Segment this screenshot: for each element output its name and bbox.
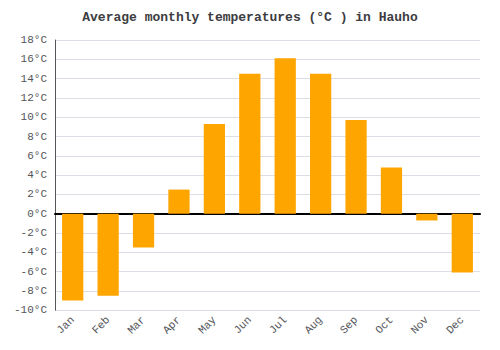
- svg-text:Apr: Apr: [161, 314, 183, 336]
- svg-text:May: May: [196, 314, 219, 337]
- svg-text:Jan: Jan: [54, 314, 76, 336]
- svg-text:Average monthly temperatures (: Average monthly temperatures (°C ) in Ha…: [82, 10, 418, 25]
- svg-text:Jun: Jun: [232, 314, 254, 336]
- svg-text:-8°C: -8°C: [21, 285, 48, 297]
- svg-text:Jul: Jul: [267, 314, 289, 336]
- svg-text:14°C: 14°C: [21, 73, 48, 85]
- svg-text:Oct: Oct: [373, 314, 395, 336]
- svg-text:16°C: 16°C: [21, 53, 48, 65]
- svg-text:10°C: 10°C: [21, 111, 48, 123]
- svg-text:Mar: Mar: [125, 314, 147, 336]
- svg-text:-10°C: -10°C: [14, 304, 47, 316]
- svg-text:12°C: 12°C: [21, 92, 48, 104]
- svg-text:Dec: Dec: [444, 314, 466, 336]
- svg-text:Aug: Aug: [302, 314, 324, 336]
- svg-text:18°C: 18°C: [21, 34, 48, 46]
- svg-text:-2°C: -2°C: [21, 227, 48, 239]
- svg-text:-6°C: -6°C: [21, 266, 48, 278]
- svg-text:4°C: 4°C: [27, 169, 47, 181]
- svg-text:6°C: 6°C: [27, 150, 47, 162]
- svg-text:-4°C: -4°C: [21, 246, 48, 258]
- svg-text:Nov: Nov: [409, 314, 432, 337]
- svg-text:Sep: Sep: [338, 314, 360, 336]
- svg-text:2°C: 2°C: [27, 188, 47, 200]
- svg-text:8°C: 8°C: [27, 131, 47, 143]
- svg-text:Feb: Feb: [90, 314, 112, 336]
- svg-text:0°C: 0°C: [27, 208, 47, 220]
